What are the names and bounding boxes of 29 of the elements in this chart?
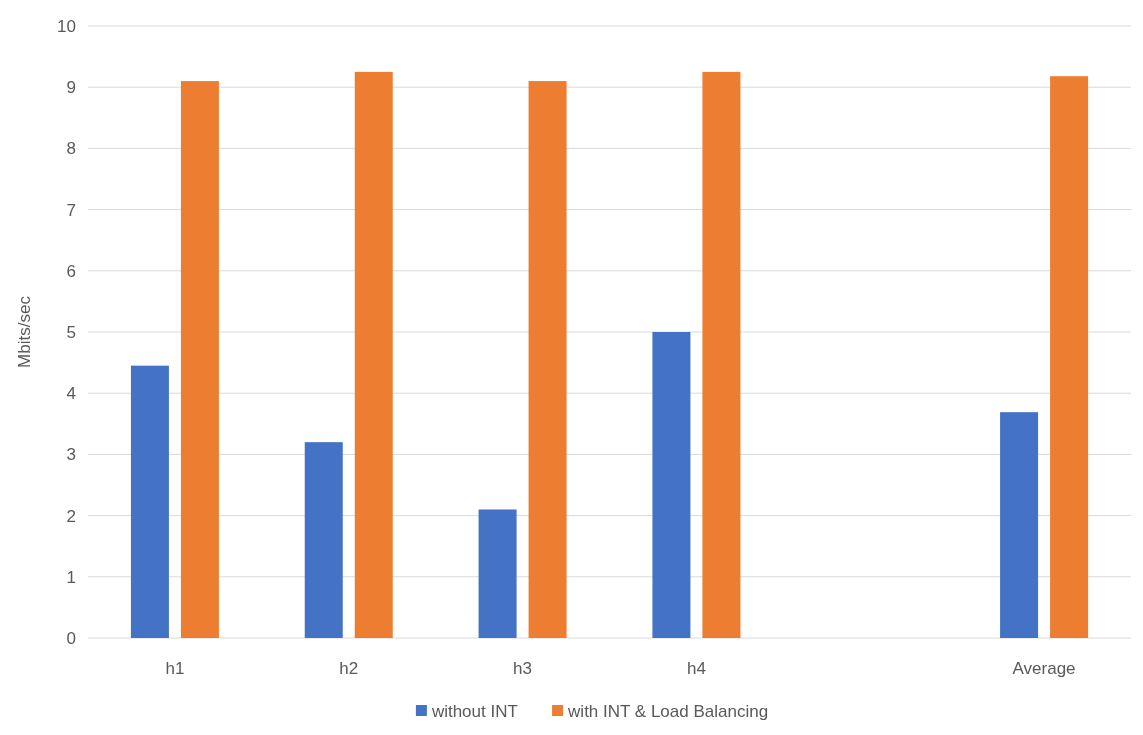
y-tick-label: 7 xyxy=(66,200,76,220)
y-tick-label: 0 xyxy=(66,628,76,648)
y-tick-label: 8 xyxy=(66,139,76,159)
x-tick-label: Average xyxy=(1012,659,1076,678)
bar xyxy=(304,442,343,638)
y-tick-label: 9 xyxy=(66,78,76,98)
x-tick-label: h4 xyxy=(686,659,706,678)
bar xyxy=(354,71,393,638)
bar xyxy=(478,509,517,638)
bar xyxy=(528,81,567,638)
bar xyxy=(130,365,169,638)
bar xyxy=(652,332,691,638)
y-tick-label: 6 xyxy=(66,261,76,281)
bar xyxy=(1050,76,1089,638)
legend-label: with INT & Load Balancing xyxy=(567,701,769,721)
y-tick-label: 2 xyxy=(66,506,76,526)
y-tick-label: 10 xyxy=(57,16,76,36)
y-tick-label: 3 xyxy=(66,445,76,465)
bar xyxy=(702,71,741,638)
bar xyxy=(180,81,219,638)
y-tick-label: 1 xyxy=(66,567,76,587)
legend-label: without INT xyxy=(430,701,518,721)
x-tick-label: h3 xyxy=(513,659,533,678)
y-tick-label: 4 xyxy=(66,384,76,404)
y-axis-title: Mbits/sec xyxy=(15,295,34,368)
x-tick-label: h2 xyxy=(339,659,359,678)
x-tick-label: h1 xyxy=(165,659,185,678)
y-tick-label: 5 xyxy=(66,322,76,342)
bar xyxy=(1000,412,1039,638)
